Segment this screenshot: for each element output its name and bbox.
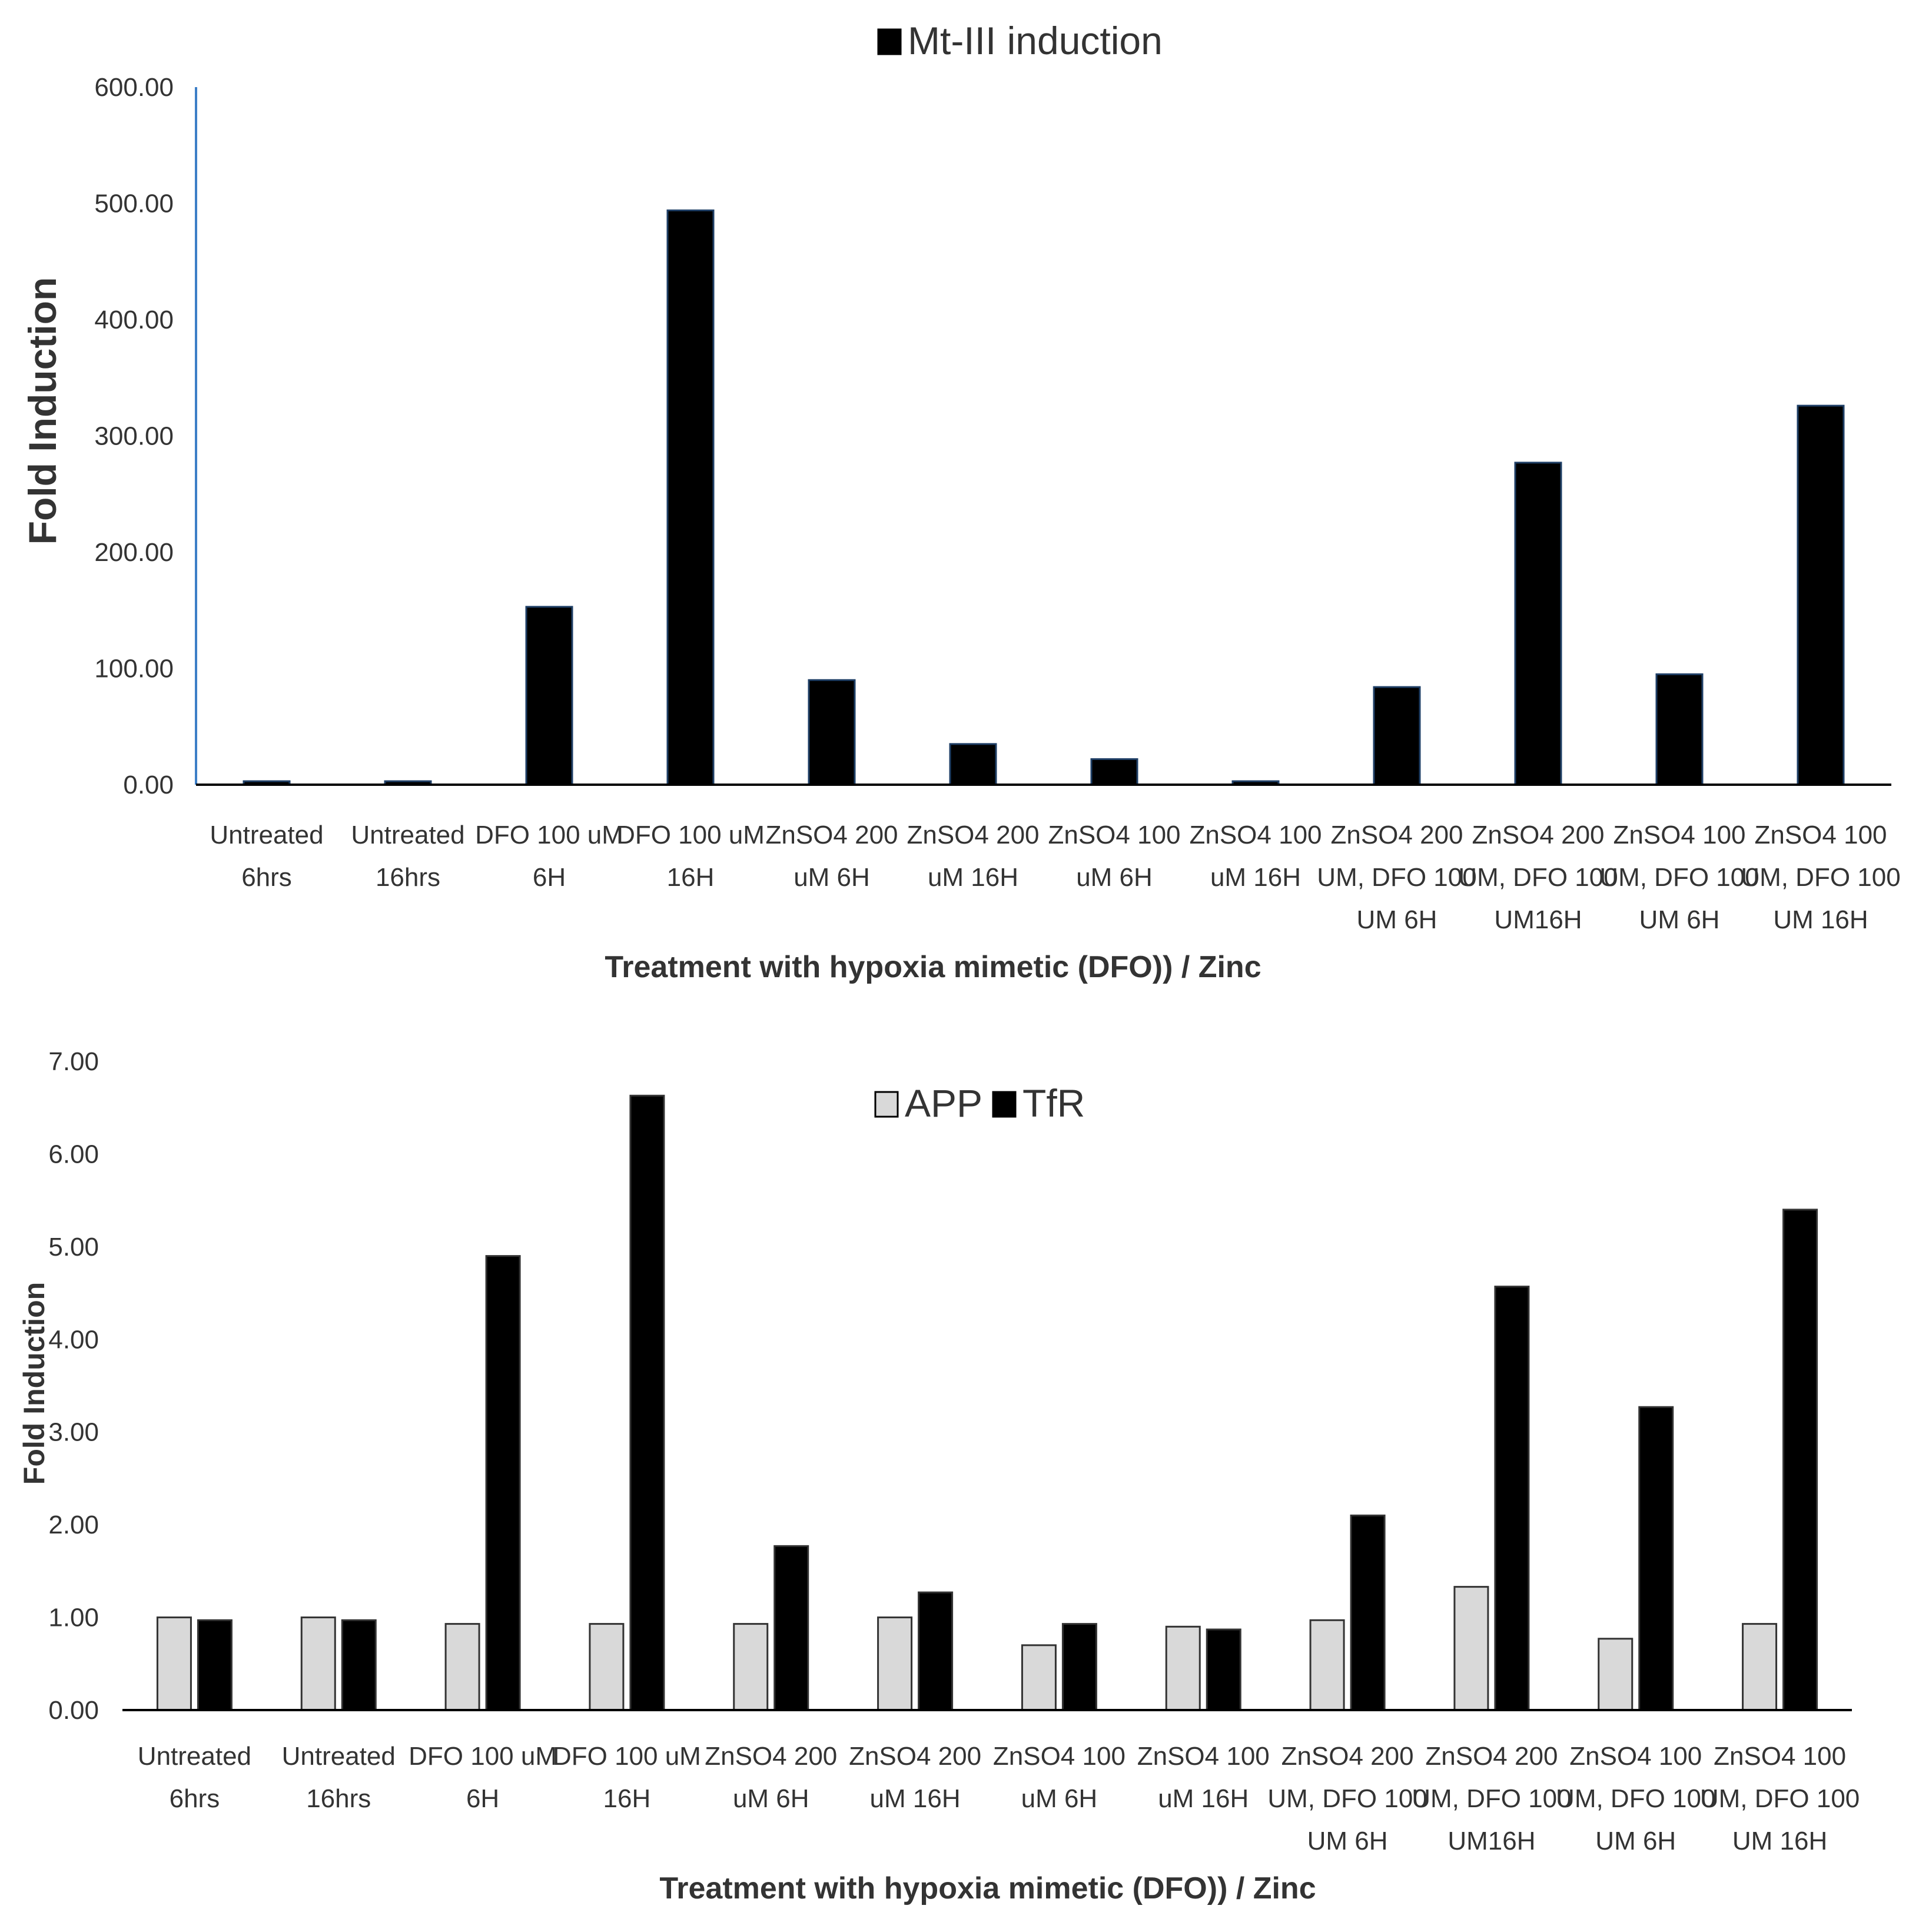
- y-tick-label: 200.00: [94, 538, 174, 567]
- bar-mt-iii-induction: [666, 209, 715, 786]
- x-tick-label: ZnSO4 200 uM 6H: [765, 821, 898, 892]
- x-tick-label: Untreated 16hrs: [351, 821, 464, 892]
- bar-tfr: [1782, 1209, 1818, 1711]
- legend-swatch: [992, 1091, 1017, 1118]
- app-tfr-chart: 0.00 1.00 2.00 3.00 4.00 5.00 6.00 7.00 Untreate…: [18, 1047, 1860, 1906]
- bar-mt-iii-induction: [949, 743, 997, 786]
- bar-mt-iii-induction: [1514, 462, 1562, 786]
- x-tick-label: ZnSO4 100 UM, DFO 100 UM 16H: [1741, 821, 1900, 934]
- x-tick-label: DFO 100 uM 16H: [616, 821, 765, 892]
- legend-label: TfR: [1022, 1081, 1085, 1125]
- legend-swatch: [877, 28, 902, 55]
- bar-tfr: [773, 1545, 809, 1711]
- y-tick-label: 2.00: [48, 1511, 99, 1539]
- bar-app: [1309, 1619, 1345, 1711]
- bar-tfr: [1061, 1623, 1097, 1711]
- y-axis-title: Fold Induction: [18, 1282, 51, 1485]
- bar-tfr: [485, 1255, 521, 1711]
- bar-tfr: [1638, 1406, 1674, 1711]
- bar-app: [1598, 1638, 1634, 1711]
- bar-tfr: [1206, 1628, 1241, 1711]
- x-tick-label: DFO 100 uM 6H: [475, 821, 623, 892]
- bar-app: [877, 1616, 913, 1711]
- x-tick-label: ZnSO4 100 uM 6H: [993, 1742, 1125, 1813]
- y-tick-label: 500.00: [94, 190, 174, 218]
- bar-app: [1453, 1586, 1489, 1711]
- x-tick-label: ZnSO4 200 UM, DFO 100 UM16H: [1412, 1742, 1571, 1855]
- x-tick-label: DFO 100 uM 16H: [553, 1742, 701, 1813]
- x-tick-label: ZnSO4 200 UM, DFO 100 UM 6H: [1317, 821, 1476, 934]
- legend-label: Mt-III induction: [908, 19, 1163, 62]
- y-axis-title: Fold Induction: [21, 277, 64, 545]
- bar-mt-iii-induction: [1090, 758, 1138, 786]
- x-tick-label: ZnSO4 200 uM 6H: [705, 1742, 837, 1813]
- y-tick-label: 5.00: [48, 1233, 99, 1262]
- bar-mt-iii-induction: [808, 679, 856, 786]
- x-tick-label: DFO 100 uM 6H: [409, 1742, 557, 1813]
- bar-tfr: [1350, 1514, 1386, 1711]
- y-tick-label: 0.00: [48, 1696, 99, 1725]
- y-tick-label: 400.00: [94, 306, 174, 334]
- x-tick-label: Untreated 16hrs: [282, 1742, 396, 1813]
- bar-tfr: [918, 1591, 954, 1711]
- x-tick-label: ZnSO4 100 UM, DFO 100 UM 6H: [1599, 821, 1759, 934]
- x-tick-label: Untreated 6hrs: [210, 821, 323, 892]
- y-tick-label: 600.00: [94, 73, 174, 102]
- mt3-induction-chart: 0.00 100.00 200.00 300.00 400.00 500.00 600.00…: [21, 19, 1901, 984]
- x-tick-label: ZnSO4 100 UM, DFO 100 UM 16H: [1700, 1742, 1860, 1855]
- bar-mt-iii-induction: [1373, 686, 1421, 786]
- bar-tfr: [197, 1619, 233, 1711]
- x-axis-title: Treatment with hypoxia mimetic (DFO)) / …: [605, 950, 1261, 984]
- bar-tfr: [629, 1094, 665, 1711]
- bar-app: [444, 1623, 480, 1711]
- y-tick-label: 7.00: [48, 1047, 99, 1076]
- bar-tfr: [1494, 1286, 1530, 1711]
- bar-app: [733, 1623, 769, 1711]
- x-tick-label: ZnSO4 200 uM 16H: [907, 821, 1039, 892]
- legend-label: APP: [905, 1081, 982, 1125]
- bar-app: [156, 1616, 192, 1711]
- x-tick-label: ZnSO4 200 uM 16H: [849, 1742, 981, 1813]
- bar-mt-iii-induction: [525, 606, 573, 786]
- bar-tfr: [341, 1619, 377, 1711]
- x-axis-title: Treatment with hypoxia mimetic (DFO)) / …: [659, 1871, 1316, 1906]
- bar-app: [589, 1623, 625, 1711]
- x-tick-label: Untreated 6hrs: [138, 1742, 251, 1813]
- y-tick-label: 4.00: [48, 1325, 99, 1354]
- x-tick-label: ZnSO4 100 uM 6H: [1048, 821, 1180, 892]
- y-tick-label: 1.00: [48, 1604, 99, 1632]
- y-tick-label: 300.00: [94, 422, 174, 451]
- legend-swatch: [874, 1091, 899, 1118]
- y-tick-label: 6.00: [48, 1140, 99, 1169]
- bar-app: [1165, 1625, 1201, 1711]
- y-tick-label: 3.00: [48, 1418, 99, 1447]
- x-tick-label: ZnSO4 100 UM, DFO 100 UM 6H: [1556, 1742, 1715, 1855]
- x-tick-label: ZnSO4 200 UM, DFO 100 UM16H: [1458, 821, 1618, 934]
- y-tick-label: 0.00: [123, 771, 174, 799]
- bar-mt-iii-induction: [1797, 404, 1845, 786]
- x-tick-label: ZnSO4 200 UM, DFO 100 UM 6H: [1267, 1742, 1427, 1855]
- bar-app: [300, 1616, 336, 1711]
- bar-mt-iii-induction: [1655, 673, 1704, 786]
- y-tick-label: 100.00: [94, 655, 174, 683]
- bar-app: [1021, 1644, 1057, 1711]
- bar-app: [1742, 1623, 1778, 1711]
- x-tick-label: ZnSO4 100 uM 16H: [1137, 1742, 1270, 1813]
- x-tick-label: ZnSO4 100 uM 16H: [1189, 821, 1322, 892]
